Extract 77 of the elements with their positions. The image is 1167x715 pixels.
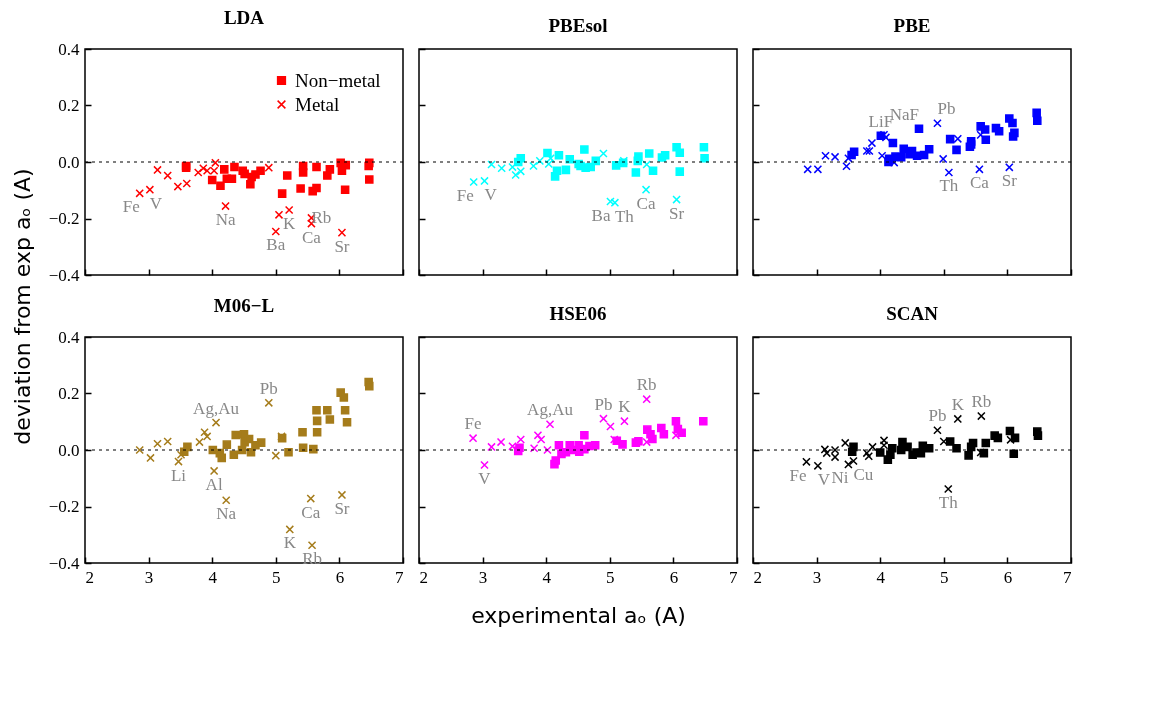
y-tick-label: 0.2 [58, 384, 80, 403]
annotation: Sr [334, 498, 350, 518]
annotation: Ca [301, 502, 321, 522]
annotation: Pb [928, 406, 947, 426]
y-tick-label: −0.2 [48, 209, 80, 228]
y-tick-label: 0.0 [58, 440, 80, 460]
x-tick-label: 5 [272, 567, 281, 587]
annotation: Fe [456, 186, 474, 206]
annotation: Ba [591, 205, 611, 225]
annotation: Al [205, 474, 223, 494]
x-tick-label: 4 [542, 567, 552, 587]
annotation: Pb [259, 378, 278, 398]
chart-title: M06−L [213, 295, 275, 316]
annotation: Li [170, 465, 187, 485]
x-tick-label: 3 [144, 567, 154, 587]
chart-title: PBE [893, 15, 931, 37]
annotation: Sr [1001, 171, 1018, 191]
y-tick-label: 0.4 [58, 39, 80, 59]
annotation: Th [614, 206, 635, 226]
annotation: Rb [636, 375, 657, 395]
legend-label: Non−metal [295, 69, 381, 91]
chart-title: HSE06 [549, 303, 607, 325]
annotation: Ba [266, 235, 286, 255]
x-tick-label: 6 [669, 567, 679, 587]
x-tick-label: 7 [729, 567, 738, 587]
y-tick-label: 0.0 [58, 152, 80, 172]
annotation: Ca [969, 173, 990, 193]
annotation: K [283, 214, 297, 234]
annotation: K [951, 394, 965, 414]
x-tick-label: 2 [85, 567, 94, 587]
annotation: Sr [669, 203, 685, 223]
annotation: Ni [831, 468, 849, 488]
annotation: Rb [971, 392, 992, 412]
y-tick-label: −0.4 [48, 553, 80, 573]
x-tick-label: 4 [876, 567, 886, 587]
annotation: Pb [594, 394, 613, 414]
annotation: K [618, 397, 632, 417]
annotation: Ag,Au [527, 400, 574, 420]
annotation: Pb [937, 99, 956, 119]
x-tick-label: 7 [1063, 567, 1072, 587]
x-axis-title: experimental aₒ (A) [471, 602, 686, 628]
annotation: Ca [301, 227, 322, 247]
x-tick-label: 2 [419, 567, 428, 587]
annotation: Na [216, 504, 237, 524]
chart-title: PBEsol [548, 15, 608, 37]
annotation: V [149, 193, 163, 213]
x-tick-label: 5 [940, 567, 949, 587]
y-tick-label: 0.4 [58, 327, 80, 347]
annotation: Fe [122, 197, 140, 217]
x-tick-label: 5 [606, 567, 615, 587]
annotation: Th [938, 492, 959, 512]
x-tick-label: 4 [208, 567, 218, 587]
annotation: V [478, 468, 492, 488]
annotation: Th [939, 176, 959, 196]
annotation: V [484, 184, 498, 204]
annotation: Na [215, 210, 236, 230]
y-axis-title: deviation from exp aₒ (A) [9, 168, 35, 445]
legend-label: Metal [295, 93, 340, 115]
annotation: Fe [789, 465, 807, 485]
y-tick-label: −0.2 [48, 497, 80, 516]
y-tick-label: 0.2 [58, 96, 80, 115]
annotation: Ag,Au [193, 398, 240, 418]
x-tick-label: 6 [1003, 567, 1013, 587]
x-tick-label: 6 [335, 567, 345, 587]
annotation: Cu [853, 465, 874, 485]
y-tick-label: −0.4 [48, 265, 80, 285]
x-tick-label: 7 [395, 567, 404, 587]
annotation: Fe [464, 414, 482, 434]
x-tick-label: 3 [812, 567, 822, 587]
annotation: K [283, 533, 297, 553]
x-tick-label: 2 [753, 567, 762, 587]
chart-title: LDA [223, 7, 265, 28]
x-tick-label: 3 [478, 567, 488, 587]
chart-title: SCAN [886, 303, 939, 325]
annotation: Sr [334, 236, 350, 256]
annotation: V [817, 469, 831, 489]
annotation: Ca [636, 193, 656, 213]
